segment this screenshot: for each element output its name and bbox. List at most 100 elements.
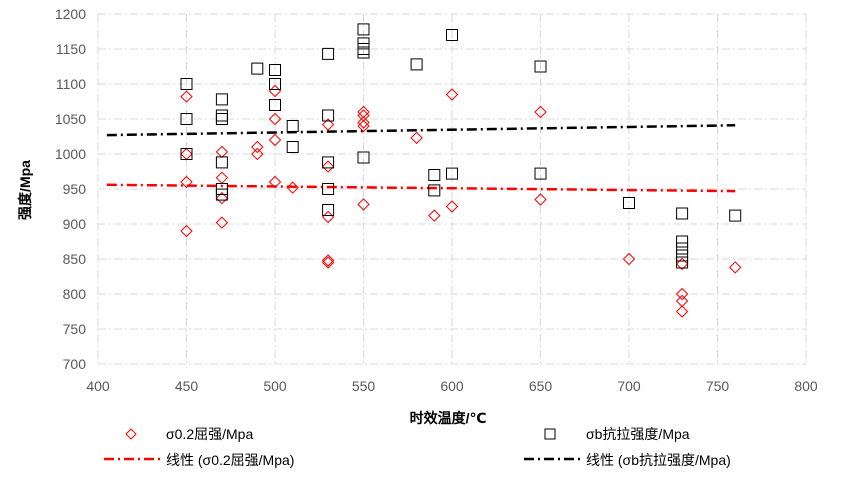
data-point-square: [446, 29, 458, 41]
data-point-square: [676, 242, 689, 255]
legend-item-sigmab: σb抗拉强度/Mpa: [544, 426, 690, 442]
data-point-square: [534, 167, 547, 180]
data-point-square: [428, 184, 441, 197]
legend-label-sigmab: σb抗拉强度/Mpa: [586, 426, 690, 442]
data-point-diamond: [675, 294, 689, 308]
data-point-square: [446, 167, 458, 180]
data-point-square: [676, 256, 689, 269]
data-point-diamond: [675, 287, 689, 301]
data-point-square: [180, 113, 193, 125]
x-tick-label: 400: [86, 378, 110, 394]
legend-diamond-marker: [125, 428, 137, 440]
data-point-square: [322, 109, 335, 122]
legend-item-sigma02: σ0.2屈强/Mpa: [125, 426, 253, 442]
data-point-diamond: [180, 175, 193, 189]
data-point-square: [410, 58, 423, 71]
data-point-diamond: [321, 210, 335, 224]
data-point-diamond: [357, 198, 370, 211]
y-tick-label: 850: [63, 251, 87, 267]
x-tick-label: 500: [263, 378, 287, 394]
data-point-diamond: [321, 160, 335, 173]
y-tick-label: 900: [63, 216, 87, 232]
data-point-diamond: [622, 252, 636, 266]
x-tick-label: 750: [706, 378, 730, 394]
data-point-diamond: [445, 200, 459, 213]
data-point-square: [357, 151, 370, 164]
trendline-3: [106, 124, 736, 137]
tick-labels: 700 750 800 850 900 950 1000 1050 1100 1150 1200 40…: [55, 6, 818, 394]
data-point-square: [428, 169, 441, 181]
data-point-square: [322, 47, 335, 60]
y-tick-label: 700: [63, 356, 87, 372]
data-point-square: [286, 120, 299, 132]
legend-label-trend-sigmab: 线性 (σb抗拉强度/Mpa): [586, 452, 731, 468]
data-point-diamond: [268, 133, 282, 147]
data-point-square: [534, 60, 547, 73]
legend-label-trend-sigma02: 线性 (σ0.2屈强/Mpa): [166, 452, 294, 468]
data-point-diamond: [215, 145, 229, 159]
data-point-square: [676, 235, 689, 248]
y-tick-label: 1200: [55, 6, 86, 22]
x-axis-title: 时效温度/℃: [410, 410, 487, 426]
data-point-diamond: [215, 216, 229, 229]
data-point-square: [286, 141, 299, 153]
data-point-square: [357, 46, 370, 59]
data-point-diamond: [675, 257, 689, 271]
data-points: [180, 23, 742, 318]
data-point-diamond: [251, 147, 264, 161]
data-point-diamond: [728, 261, 742, 274]
data-point-diamond: [215, 191, 229, 205]
y-tick-label: 1100: [56, 76, 86, 92]
y-tick-label: 950: [63, 181, 87, 197]
grid: [97, 13, 807, 365]
data-point-square: [215, 113, 228, 125]
y-tick-label: 800: [63, 286, 87, 302]
data-point-square: [676, 207, 689, 220]
data-point-square: [729, 209, 742, 222]
legend-label-sigma02: σ0.2屈强/Mpa: [166, 426, 253, 442]
data-point-square: [322, 156, 335, 169]
x-tick-label: 700: [617, 378, 641, 394]
data-point-square: [676, 249, 689, 262]
data-point-diamond: [215, 171, 229, 185]
x-tick-label: 800: [794, 378, 818, 394]
x-tick-label: 550: [352, 378, 376, 394]
legend-item-trend-sigma02: 线性 (σ0.2屈强/Mpa): [104, 452, 294, 468]
data-point-square: [269, 99, 281, 111]
data-point-diamond: [534, 193, 547, 206]
data-point-square: [215, 188, 228, 201]
trendlines: [106, 124, 736, 193]
data-point-diamond: [268, 175, 282, 189]
legend: σ0.2屈强/Mpa σb抗拉强度/Mpa 线性 (σ0.2屈强/Mpa) 线性…: [104, 426, 731, 468]
legend-item-trend-sigmab: 线性 (σb抗拉强度/Mpa): [524, 452, 731, 468]
data-point-diamond: [445, 88, 459, 101]
data-point-diamond: [286, 181, 299, 194]
data-point-diamond: [321, 118, 335, 131]
data-point-diamond: [428, 209, 441, 222]
data-point-square: [180, 148, 193, 160]
trendline-2: [106, 183, 736, 193]
data-point-diamond: [180, 224, 193, 238]
data-point-square: [215, 156, 228, 169]
legend-square-marker: [544, 428, 556, 440]
data-point-square: [251, 62, 264, 75]
data-point-square: [180, 78, 193, 90]
data-point-square: [357, 23, 370, 36]
data-point-diamond: [180, 90, 193, 103]
x-tick-label: 600: [440, 378, 464, 394]
y-tick-label: 750: [63, 321, 87, 337]
data-point-diamond: [675, 305, 689, 318]
data-point-diamond: [534, 105, 547, 119]
data-point-square: [269, 64, 281, 76]
y-tick-label: 1000: [55, 146, 86, 162]
data-point-square: [322, 183, 335, 195]
data-point-diamond: [321, 254, 335, 267]
data-point-diamond: [357, 116, 370, 129]
data-point-square: [322, 204, 335, 216]
data-point-diamond: [357, 119, 370, 133]
y-tick-label: 1150: [56, 41, 86, 57]
y-axis-title: 强度/Mpa: [17, 160, 33, 220]
data-point-square: [269, 78, 281, 90]
y-tick-label: 1050: [55, 111, 86, 127]
